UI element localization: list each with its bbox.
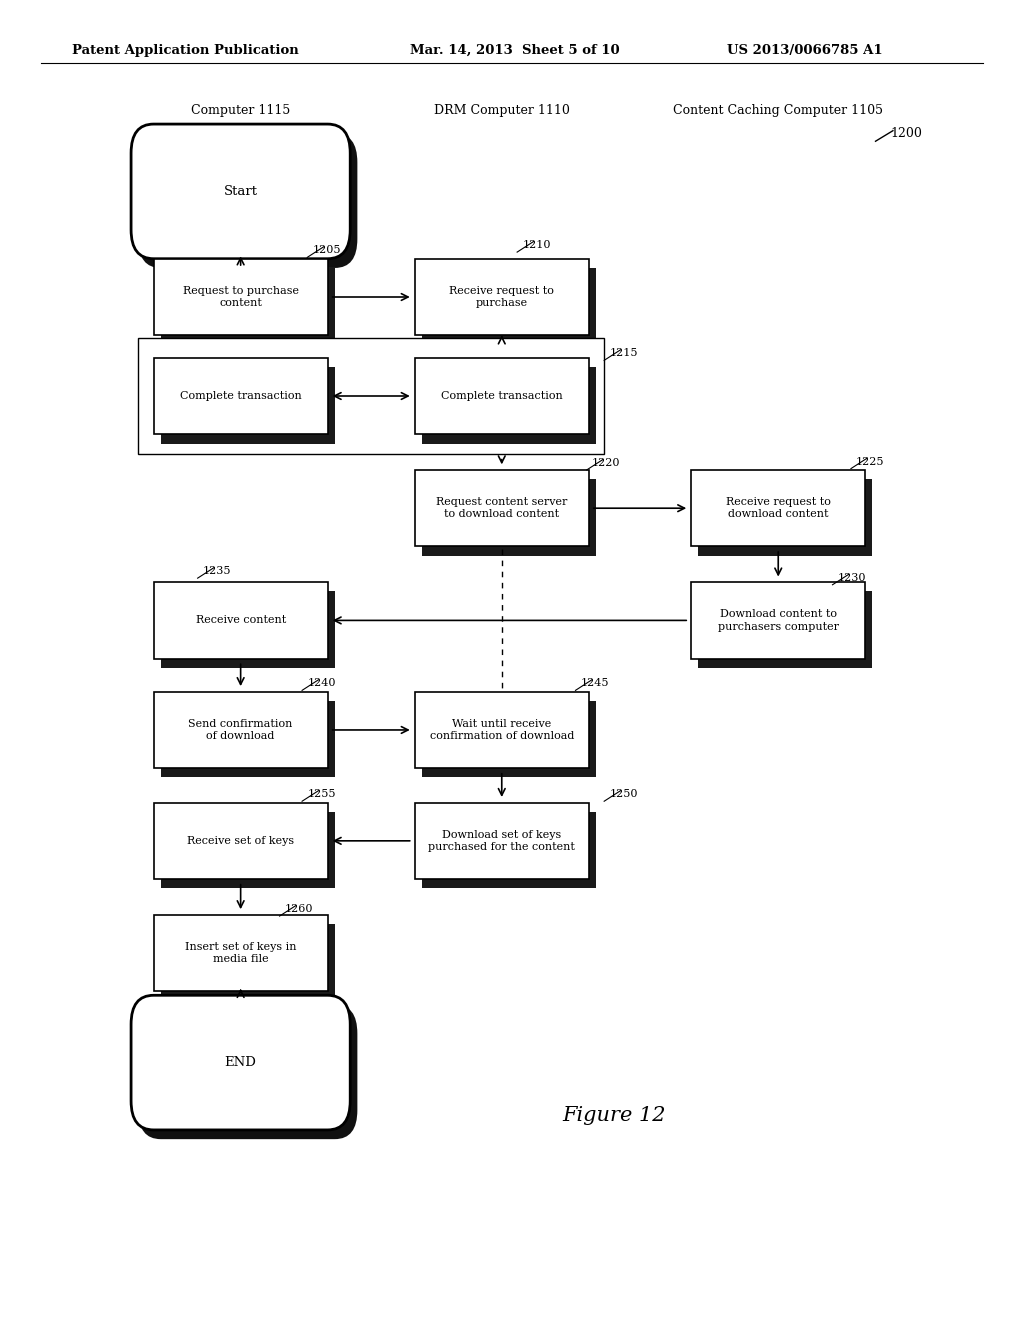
FancyBboxPatch shape (161, 701, 335, 777)
FancyBboxPatch shape (154, 259, 328, 335)
Text: Complete transaction: Complete transaction (180, 391, 301, 401)
Text: 1255: 1255 (307, 789, 336, 800)
FancyBboxPatch shape (131, 124, 350, 259)
FancyBboxPatch shape (415, 692, 589, 768)
Text: 1220: 1220 (592, 458, 621, 469)
Text: Download set of keys
purchased for the content: Download set of keys purchased for the c… (428, 830, 575, 851)
Text: 1235: 1235 (203, 566, 231, 577)
FancyBboxPatch shape (415, 470, 589, 546)
FancyBboxPatch shape (415, 803, 589, 879)
FancyBboxPatch shape (422, 701, 596, 777)
Text: Receive set of keys: Receive set of keys (187, 836, 294, 846)
Text: Mar. 14, 2013  Sheet 5 of 10: Mar. 14, 2013 Sheet 5 of 10 (410, 44, 620, 57)
Text: DRM Computer 1110: DRM Computer 1110 (434, 104, 569, 117)
FancyBboxPatch shape (422, 812, 596, 888)
FancyBboxPatch shape (161, 367, 335, 444)
FancyBboxPatch shape (154, 358, 328, 434)
FancyBboxPatch shape (422, 479, 596, 556)
Text: 1260: 1260 (285, 904, 313, 915)
FancyBboxPatch shape (138, 1005, 357, 1139)
Text: Content Caching Computer 1105: Content Caching Computer 1105 (673, 104, 884, 117)
FancyBboxPatch shape (154, 582, 328, 659)
Text: Figure 12: Figure 12 (562, 1106, 667, 1125)
Text: Send confirmation
of download: Send confirmation of download (188, 719, 293, 741)
Text: Patent Application Publication: Patent Application Publication (72, 44, 298, 57)
Text: 1210: 1210 (522, 240, 551, 251)
Text: 1250: 1250 (609, 789, 638, 800)
Text: Receive request to
purchase: Receive request to purchase (450, 286, 554, 308)
FancyBboxPatch shape (161, 268, 335, 345)
FancyBboxPatch shape (161, 812, 335, 888)
FancyBboxPatch shape (415, 259, 589, 335)
Text: 1215: 1215 (609, 348, 638, 359)
FancyBboxPatch shape (422, 367, 596, 444)
Text: 1245: 1245 (581, 678, 609, 689)
FancyBboxPatch shape (698, 479, 872, 556)
Text: US 2013/0066785 A1: US 2013/0066785 A1 (727, 44, 883, 57)
Text: Wait until receive
confirmation of download: Wait until receive confirmation of downl… (430, 719, 573, 741)
FancyBboxPatch shape (154, 692, 328, 768)
FancyBboxPatch shape (138, 133, 357, 268)
Text: Receive content: Receive content (196, 615, 286, 626)
FancyBboxPatch shape (154, 915, 328, 991)
Text: 1205: 1205 (312, 246, 341, 256)
Text: Complete transaction: Complete transaction (441, 391, 562, 401)
FancyBboxPatch shape (691, 470, 865, 546)
Text: Insert set of keys in
media file: Insert set of keys in media file (185, 942, 296, 964)
Text: Start: Start (223, 185, 258, 198)
FancyBboxPatch shape (131, 995, 350, 1130)
FancyBboxPatch shape (415, 358, 589, 434)
Text: Request to purchase
content: Request to purchase content (182, 286, 299, 308)
Text: Receive request to
download content: Receive request to download content (726, 498, 830, 519)
FancyBboxPatch shape (422, 268, 596, 345)
Text: 1225: 1225 (856, 457, 885, 467)
FancyBboxPatch shape (161, 924, 335, 1001)
Text: 1230: 1230 (838, 573, 866, 583)
Text: 1200: 1200 (891, 127, 923, 140)
Text: END: END (224, 1056, 257, 1069)
FancyBboxPatch shape (691, 582, 865, 659)
Text: Request content server
to download content: Request content server to download conte… (436, 498, 567, 519)
Text: Download content to
purchasers computer: Download content to purchasers computer (718, 610, 839, 631)
Text: Computer 1115: Computer 1115 (191, 104, 290, 117)
FancyBboxPatch shape (161, 591, 335, 668)
FancyBboxPatch shape (154, 803, 328, 879)
Text: 1240: 1240 (307, 678, 336, 689)
FancyBboxPatch shape (698, 591, 872, 668)
FancyBboxPatch shape (138, 338, 604, 454)
